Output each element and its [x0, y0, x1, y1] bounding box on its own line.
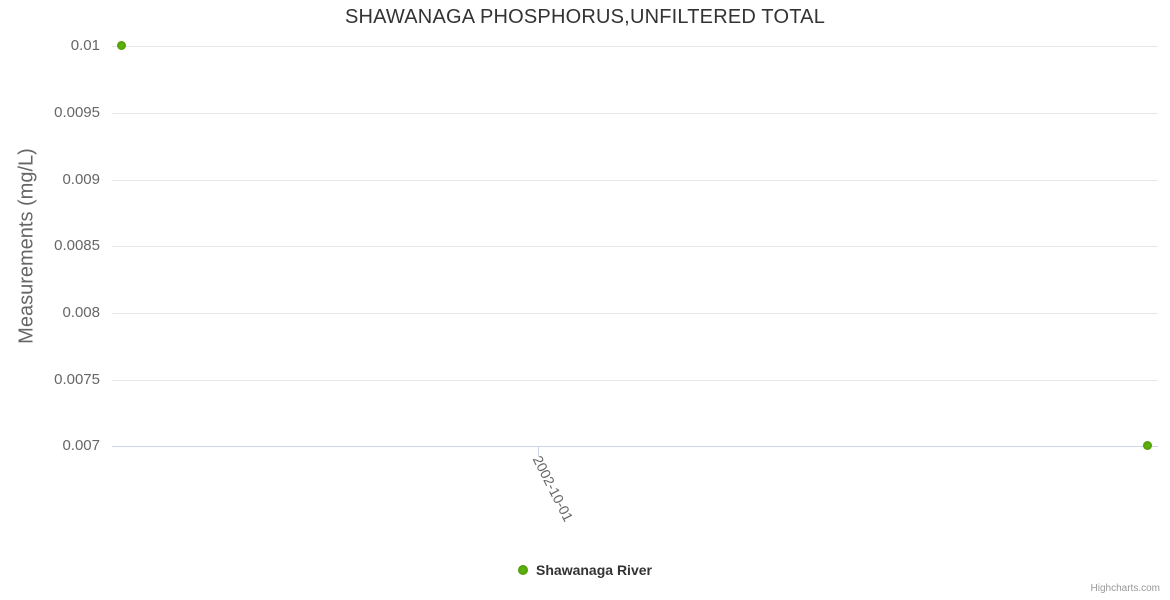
- highcharts-credits-link[interactable]: Highcharts.com: [1090, 583, 1160, 594]
- x-axis-line: [112, 446, 1158, 447]
- gridline: [112, 246, 1158, 247]
- chart-title: SHAWANAGA PHOSPHORUS,UNFILTERED TOTAL: [344, 6, 826, 28]
- x-axis-label: 2002-10-01: [529, 453, 577, 525]
- data-point[interactable]: [117, 41, 126, 50]
- gridline: [112, 313, 1158, 314]
- gridline: [112, 180, 1158, 181]
- y-axis-label: 0.0095: [54, 104, 100, 121]
- legend-label: Shawanaga River: [536, 562, 652, 578]
- y-axis-label: 0.0075: [54, 371, 100, 388]
- gridline: [112, 380, 1158, 381]
- y-axis-label: 0.009: [62, 171, 100, 188]
- gridline: [112, 113, 1158, 114]
- legend-marker-icon: [518, 565, 529, 575]
- data-point[interactable]: [1143, 441, 1152, 450]
- y-axis-label: 0.0085: [54, 237, 100, 254]
- y-axis-label: 0.01: [70, 37, 100, 54]
- legend-item[interactable]: Shawanaga River: [0, 562, 1170, 578]
- x-axis-tick: [538, 447, 539, 457]
- y-axis-label: 0.008: [62, 304, 100, 321]
- gridline: [112, 46, 1158, 47]
- y-axis-label: 0.007: [62, 437, 100, 454]
